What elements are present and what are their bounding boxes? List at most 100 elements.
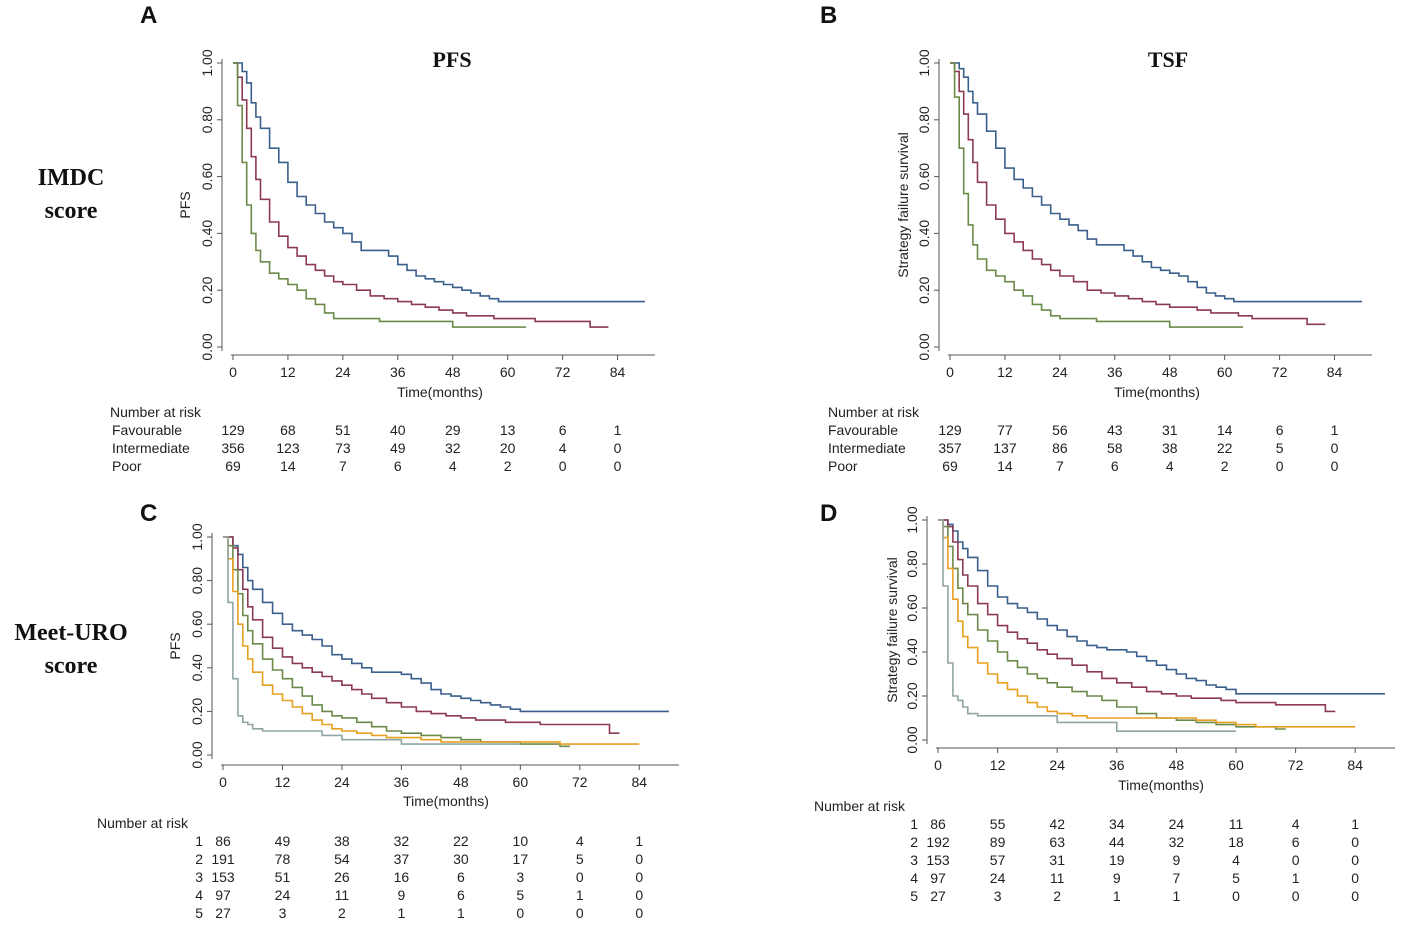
x-axis-title: Time(months) xyxy=(403,793,489,809)
risk-cell: 86 xyxy=(1052,440,1068,456)
risk-cell: 37 xyxy=(394,851,410,867)
risk-cell: 4 xyxy=(1292,816,1300,832)
y-tick-label: 0.40 xyxy=(904,638,920,665)
row-label-imdc-line1: IMDC xyxy=(37,165,105,191)
risk-cell: 57 xyxy=(990,852,1006,868)
risk-cell: 4 xyxy=(576,833,584,849)
risk-cell: 27 xyxy=(215,905,231,921)
risk-cell: 27 xyxy=(930,888,946,904)
risk-row-label: 1 xyxy=(910,816,918,832)
y-axis-title: Strategy failure survival xyxy=(884,557,900,703)
risk-cell: 89 xyxy=(990,834,1006,850)
risk-cell: 0 xyxy=(1331,458,1339,474)
y-tick-label: 0.00 xyxy=(189,741,205,768)
risk-cell: 6 xyxy=(1292,834,1300,850)
risk-cell: 11 xyxy=(1050,870,1065,886)
row-label-imdc-line2: score xyxy=(44,198,98,224)
y-tick-label: 0.00 xyxy=(916,333,932,360)
risk-cell: 0 xyxy=(635,869,643,885)
risk-cell: 11 xyxy=(1229,816,1244,832)
km-curve-favourable xyxy=(950,62,1362,303)
y-tick-label: 0.60 xyxy=(199,163,215,190)
risk-cell: 42 xyxy=(1049,816,1065,832)
risk-cell: 10 xyxy=(513,833,529,849)
risk-row-label: Intermediate xyxy=(828,440,906,456)
risk-cell: 17 xyxy=(513,851,529,867)
risk-row-label: Poor xyxy=(828,458,858,474)
risk-cell: 68 xyxy=(280,422,296,438)
risk-cell: 6 xyxy=(1276,422,1284,438)
y-tick-label: 0.20 xyxy=(916,276,932,303)
risk-cell: 20 xyxy=(500,440,516,456)
y-axis-title: PFS xyxy=(177,191,193,218)
risk-cell: 0 xyxy=(1351,888,1359,904)
risk-cell: 2 xyxy=(504,458,512,474)
risk-cell: 69 xyxy=(942,458,958,474)
risk-cell: 0 xyxy=(576,869,584,885)
y-tick-label: 0.60 xyxy=(904,594,920,621)
risk-cell: 44 xyxy=(1109,834,1125,850)
y-tick-label: 0.60 xyxy=(189,610,205,637)
risk-cell: 49 xyxy=(275,833,291,849)
chart-title: PFS xyxy=(432,47,471,72)
risk-cell: 0 xyxy=(1331,440,1339,456)
y-tick-label: 0.80 xyxy=(199,106,215,133)
risk-cell: 0 xyxy=(516,905,524,921)
risk-row-label: 4 xyxy=(910,870,918,886)
risk-cell: 26 xyxy=(334,869,350,885)
panel-label-c: C xyxy=(140,500,158,527)
risk-cell: 4 xyxy=(559,440,567,456)
x-tick-label: 24 xyxy=(335,364,351,380)
x-tick-label: 0 xyxy=(219,774,227,790)
y-tick-label: 0.80 xyxy=(904,550,920,577)
risk-cell: 1 xyxy=(1113,888,1121,904)
risk-cell: 153 xyxy=(211,869,235,885)
risk-cell: 5 xyxy=(1276,440,1284,456)
risk-cell: 11 xyxy=(335,887,350,903)
x-axis-title: Time(months) xyxy=(397,384,483,400)
risk-cell: 0 xyxy=(635,887,643,903)
x-tick-label: 60 xyxy=(1217,364,1233,380)
x-tick-label: 24 xyxy=(1052,364,1068,380)
y-tick-label: 0.40 xyxy=(199,220,215,247)
risk-row-label: 5 xyxy=(195,905,203,921)
risk-cell: 6 xyxy=(457,869,465,885)
risk-cell: 0 xyxy=(1351,870,1359,886)
x-tick-label: 24 xyxy=(1049,757,1065,773)
risk-cell: 1 xyxy=(614,422,622,438)
y-tick-label: 1.00 xyxy=(916,49,932,76)
x-tick-label: 12 xyxy=(280,364,296,380)
risk-cell: 0 xyxy=(1351,834,1359,850)
risk-row-label: Poor xyxy=(112,458,142,474)
risk-row-label: 4 xyxy=(195,887,203,903)
y-tick-label: 0.00 xyxy=(199,333,215,360)
risk-cell: 78 xyxy=(275,851,291,867)
y-tick-label: 0.00 xyxy=(904,726,920,753)
x-tick-label: 72 xyxy=(572,774,588,790)
y-tick-label: 1.00 xyxy=(904,506,920,533)
x-tick-label: 60 xyxy=(513,774,529,790)
km-curve-1 xyxy=(223,536,669,713)
risk-table-heading: Number at risk xyxy=(828,404,920,420)
panel-label-a: A xyxy=(140,2,158,29)
x-tick-label: 48 xyxy=(1169,757,1185,773)
risk-cell: 63 xyxy=(1049,834,1065,850)
risk-cell: 77 xyxy=(997,422,1013,438)
risk-cell: 0 xyxy=(1292,888,1300,904)
x-tick-label: 0 xyxy=(946,364,954,380)
risk-row-label: Favourable xyxy=(828,422,898,438)
risk-cell: 123 xyxy=(276,440,300,456)
risk-row-label: 2 xyxy=(195,851,203,867)
risk-cell: 14 xyxy=(280,458,296,474)
risk-cell: 24 xyxy=(990,870,1006,886)
x-axis-title: Time(months) xyxy=(1114,384,1200,400)
y-tick-label: 0.40 xyxy=(189,654,205,681)
risk-cell: 32 xyxy=(394,833,410,849)
x-axis-title: Time(months) xyxy=(1118,777,1204,793)
risk-cell: 14 xyxy=(997,458,1013,474)
risk-cell: 97 xyxy=(215,887,231,903)
risk-row-label: Intermediate xyxy=(112,440,190,456)
x-tick-label: 36 xyxy=(390,364,406,380)
km-curve-3 xyxy=(938,519,1286,730)
